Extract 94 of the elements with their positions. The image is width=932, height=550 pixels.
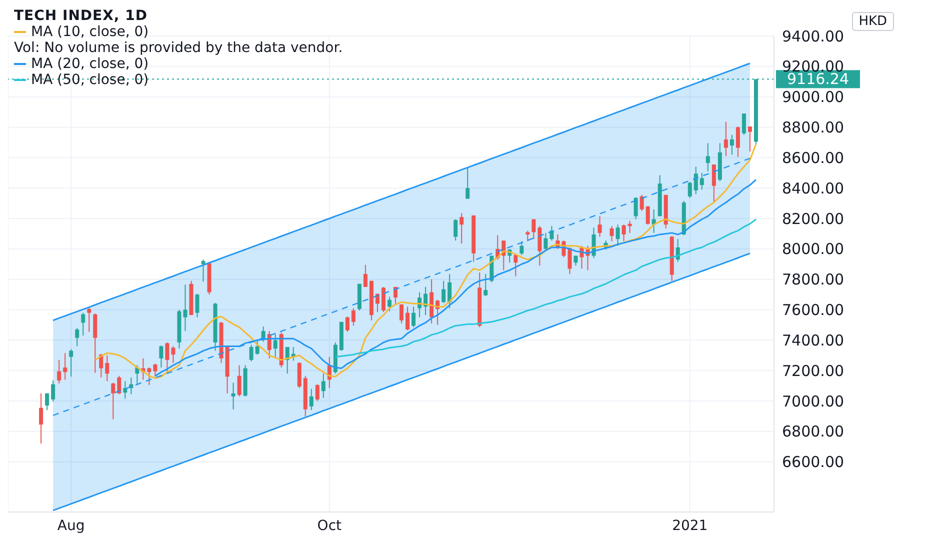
candlestick [454, 218, 458, 242]
y-tick-label: 7000.00 [782, 392, 844, 410]
y-tick-label: 6600.00 [782, 453, 844, 472]
candlestick [231, 382, 236, 410]
candlestick [195, 293, 200, 318]
legend-label: MA (50, close, 0) [31, 72, 149, 88]
y-tick-label: 7200.00 [782, 362, 844, 380]
candlestick [105, 354, 110, 382]
candlestick [640, 194, 644, 212]
candlestick [412, 306, 416, 328]
annotation: Vol: No volume is provided by the data vendor. [14, 40, 343, 56]
y-tick-label: 7800.00 [782, 270, 844, 289]
candlestick [460, 212, 464, 244]
candlestick [81, 312, 86, 336]
candlestick [75, 327, 80, 347]
chart-title: TECH INDEX, 1D [14, 8, 148, 24]
candlestick [448, 274, 452, 309]
candlestick [730, 134, 734, 156]
text: HKD [852, 12, 894, 31]
candlestick [39, 392, 44, 444]
candlestick [514, 254, 518, 277]
candlestick [736, 126, 740, 158]
y-tick-label: 8200.00 [782, 210, 844, 228]
candlestick [742, 113, 746, 136]
x-tick-label: 2021 [672, 518, 708, 534]
candlestick [171, 346, 176, 364]
candlestick [363, 264, 368, 288]
candlestick [237, 364, 242, 397]
candlestick [520, 240, 524, 256]
candlestick [147, 367, 152, 386]
candlestick [351, 308, 356, 326]
y-tick-label: 9400.00 [782, 27, 844, 46]
y-tick-label: 8400.00 [782, 179, 844, 198]
candlestick [111, 382, 116, 420]
candlestick [273, 334, 278, 359]
candlestick [442, 280, 446, 304]
candlestick [526, 230, 530, 242]
candlestick [99, 353, 104, 378]
candlestick [538, 226, 542, 266]
candlestick [321, 373, 326, 398]
candlestick [610, 226, 614, 242]
candlestick [57, 359, 62, 384]
candlestick [622, 224, 626, 242]
y-tick-label: 9000.00 [782, 88, 844, 106]
candlestick [315, 384, 320, 402]
candlestick [688, 181, 692, 198]
candlestick [406, 306, 410, 331]
candlestick [45, 392, 50, 411]
candlestick [345, 316, 350, 332]
candlestick [724, 121, 728, 157]
y-tick-label: 7400.00 [782, 331, 844, 350]
line-series [52, 252, 751, 512]
line-series [94, 143, 757, 379]
y-tick-label: 6800.00 [782, 422, 844, 441]
y-tick-label: 8800.00 [782, 118, 844, 137]
candlestick [297, 362, 302, 389]
candlestick [309, 388, 314, 411]
legend-label: MA (20, close, 0) [31, 56, 149, 72]
candlestick [646, 206, 650, 226]
candlestick [69, 348, 74, 378]
candlestick [255, 340, 260, 356]
candlestick [694, 166, 698, 195]
candlestick [400, 304, 404, 324]
legend-label: MA (10, close, 0) [31, 24, 149, 40]
candlestick [93, 313, 98, 374]
candlestick [381, 286, 386, 313]
candlestick [165, 342, 170, 373]
x-tick-label: Oct [317, 518, 342, 534]
candlestick [748, 126, 752, 152]
candlestick [544, 232, 548, 250]
candlestick [484, 274, 488, 297]
candlestick [706, 142, 710, 172]
y-tick-label: 7600.00 [782, 301, 844, 320]
candlestick [201, 259, 206, 282]
candlestick [183, 284, 188, 332]
candlestick [117, 375, 122, 395]
x-tick-label: Aug [57, 518, 85, 534]
candlestick [159, 344, 164, 368]
candlestick [598, 216, 602, 238]
candlestick [700, 172, 704, 190]
candlestick [466, 168, 470, 200]
y-tick-label: 8600.00 [782, 148, 844, 167]
candlestick [568, 246, 572, 274]
candlestick [712, 164, 716, 202]
candlestick [532, 218, 536, 240]
candlestick [616, 224, 620, 246]
candlestick [63, 352, 68, 380]
y-tick-label: 8000.00 [782, 240, 844, 258]
candlestick [249, 344, 254, 362]
candlestick [51, 380, 56, 402]
candlestick [387, 296, 392, 312]
candlestick [634, 196, 638, 220]
candlestick [153, 363, 158, 378]
candlestick [87, 306, 92, 332]
